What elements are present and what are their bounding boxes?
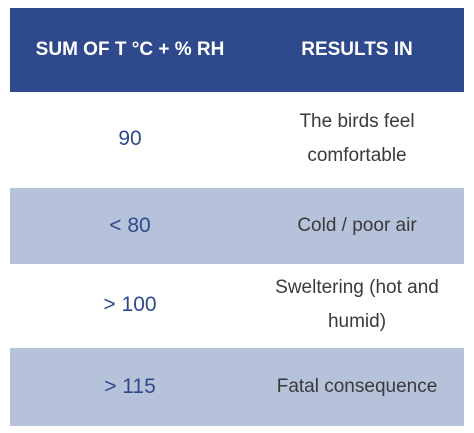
- result-text: Cold / poor air: [297, 215, 417, 236]
- header-cell: SUM OF T °C + % RH: [35, 39, 225, 60]
- result-cell: Fatal consequence: [250, 370, 464, 404]
- table: SUM OF T °C + % RH RESULTS IN 90 The bird…: [10, 8, 464, 426]
- sum-cell: < 80: [109, 214, 151, 237]
- sum-cell: > 115: [104, 375, 156, 398]
- sum-cell: > 100: [103, 293, 157, 316]
- table-row: > 115 Fatal consequence: [10, 348, 464, 426]
- header-cell: RESULTS IN: [250, 33, 464, 67]
- table-row: > 100 Sweltering (hot and humid): [10, 264, 464, 346]
- result-cell: Cold / poor air: [250, 209, 464, 243]
- result-text: Sweltering (hot and humid): [275, 277, 439, 332]
- sum-cell: 90: [118, 127, 142, 150]
- result-text: Fatal consequence: [276, 376, 438, 397]
- table-row: < 80 Cold / poor air: [10, 188, 464, 264]
- table-body: 90 The birds feel comfortable < 80 Cold / p…: [10, 92, 464, 426]
- result-text: The birds feel comfortable: [299, 111, 415, 166]
- header-text: RESULTS IN: [301, 39, 413, 60]
- result-cell: The birds feel comfortable: [250, 105, 464, 173]
- result-cell: Sweltering (hot and humid): [250, 271, 464, 339]
- header-row: SUM OF T °C + % RH RESULTS IN: [10, 8, 464, 92]
- table-row: 90 The birds feel comfortable: [10, 92, 464, 186]
